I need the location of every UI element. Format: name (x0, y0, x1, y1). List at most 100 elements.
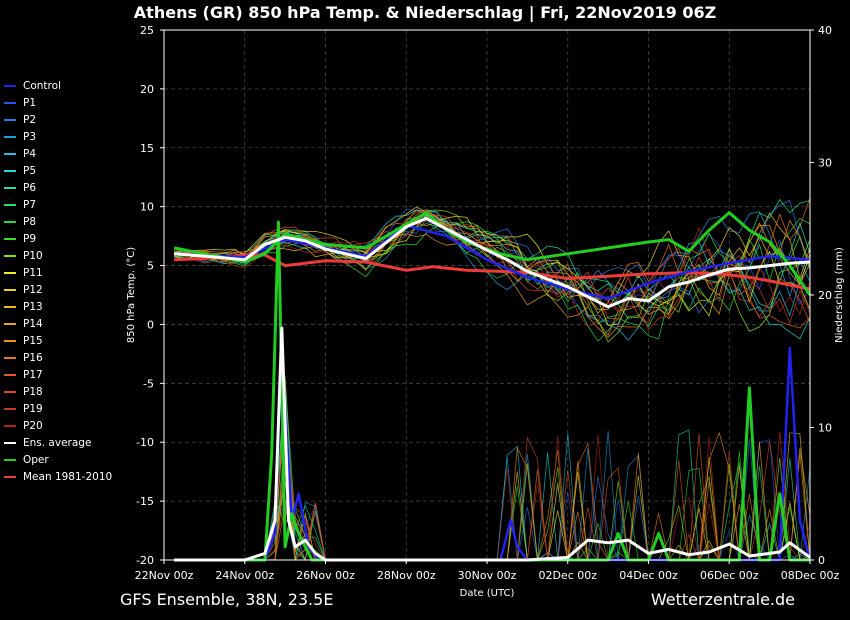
legend-item: Ens. average (4, 434, 112, 451)
legend-item: P13 (4, 298, 112, 315)
y-left-tick-label: -5 (143, 377, 154, 390)
x-tick-label: 22Nov 00z (135, 569, 194, 582)
legend-item: P6 (4, 179, 112, 196)
legend-item: P17 (4, 366, 112, 383)
legend-label: P7 (23, 198, 37, 211)
legend-swatch (4, 203, 16, 206)
legend-swatch (4, 322, 16, 325)
legend-item: P11 (4, 264, 112, 281)
legend-swatch (4, 84, 16, 87)
grid (164, 30, 810, 560)
legend-label: P8 (23, 215, 37, 228)
legend-label: P17 (23, 368, 43, 381)
legend-item: P5 (4, 162, 112, 179)
legend-item: P9 (4, 230, 112, 247)
member-temp-line (173, 218, 811, 341)
legend-label: P11 (23, 266, 43, 279)
series-layer (173, 211, 812, 562)
y-left-tick-label: 25 (140, 24, 154, 37)
legend-item: Control (4, 77, 112, 94)
y-right-tick-label: 30 (818, 157, 832, 170)
legend-label: P3 (23, 130, 37, 143)
legend-swatch (4, 424, 16, 427)
legend-swatch (4, 152, 16, 155)
legend-swatch (4, 475, 16, 478)
member-temp-line (173, 209, 811, 343)
legend-item: P7 (4, 196, 112, 213)
legend-item: P1 (4, 94, 112, 111)
legend-item: P20 (4, 417, 112, 434)
legend-item: P15 (4, 332, 112, 349)
y-left-tick-label: 0 (147, 318, 154, 331)
legend-swatch (4, 169, 16, 172)
y-right-tick-label: 10 (818, 422, 832, 435)
x-axis-label: Date (UTC) (460, 588, 515, 599)
legend-label: Mean 1981-2010 (23, 470, 113, 483)
legend-item: Mean 1981-2010 (4, 468, 112, 485)
legend-swatch (4, 373, 16, 376)
axes: -20 -15 -10 -5 0 5 10 15 20 25 0 10 20 30 40 22Nov 00z 2… (135, 24, 840, 582)
legend-label: P10 (23, 249, 43, 262)
legend: Control P1 P2 P3 P4 P5 P6 P7 P8 P9 P10 P11 P12 P13 P14… (4, 77, 112, 485)
legend-item: P4 (4, 145, 112, 162)
legend-label: P13 (23, 300, 43, 313)
legend-swatch (4, 441, 16, 444)
legend-swatch (4, 407, 16, 410)
legend-label: P12 (23, 283, 43, 296)
legend-label: P9 (23, 232, 37, 245)
legend-label: P6 (23, 181, 37, 194)
y-left-tick-label: -20 (136, 554, 154, 567)
x-tick-label: 06Dec 00z (700, 569, 759, 582)
legend-item: P8 (4, 213, 112, 230)
y-left-tick-label: 10 (140, 201, 154, 214)
legend-item: P12 (4, 281, 112, 298)
legend-item: Oper (4, 451, 112, 468)
legend-swatch (4, 220, 16, 223)
legend-label: P19 (23, 402, 43, 415)
legend-swatch (4, 237, 16, 240)
y-left-tick-label: -15 (136, 495, 154, 508)
y-left-tick-label: 5 (147, 260, 154, 273)
legend-item: P19 (4, 400, 112, 417)
source-credit: Wetterzentrale.de (650, 590, 795, 609)
legend-swatch (4, 458, 16, 461)
legend-swatch (4, 135, 16, 138)
legend-item: P14 (4, 315, 112, 332)
legend-swatch (4, 254, 16, 257)
legend-swatch (4, 271, 16, 274)
legend-label: P14 (23, 317, 43, 330)
legend-item: P3 (4, 128, 112, 145)
legend-swatch (4, 339, 16, 342)
x-tick-label: 08Dec 00z (781, 569, 840, 582)
y-left-tick-label: 15 (140, 142, 154, 155)
x-tick-label: 26Nov 00z (296, 569, 355, 582)
legend-swatch (4, 186, 16, 189)
legend-label: P5 (23, 164, 37, 177)
series-temp-ens-average (173, 216, 811, 309)
y-left-tick-label: -10 (136, 436, 154, 449)
legend-swatch (4, 390, 16, 393)
member-temp-line (174, 217, 811, 342)
legend-label: P16 (23, 351, 43, 364)
series-precip-control (174, 346, 812, 562)
y-right-tick-label: 40 (818, 24, 832, 37)
member-temp-line (174, 212, 811, 323)
legend-label: Control (23, 79, 61, 92)
legend-label: P15 (23, 334, 43, 347)
model-info: GFS Ensemble, 38N, 23.5E (120, 590, 334, 609)
legend-swatch (4, 101, 16, 104)
y-left-tick-label: 20 (140, 83, 154, 96)
legend-label: P18 (23, 385, 43, 398)
legend-item: P10 (4, 247, 112, 264)
y-right-tick-label: 20 (818, 289, 832, 302)
x-tick-label: 28Nov 00z (377, 569, 436, 582)
legend-swatch (4, 288, 16, 291)
y-right-tick-label: 0 (818, 554, 825, 567)
legend-item: P2 (4, 111, 112, 128)
legend-swatch (4, 118, 16, 121)
chart-title: Athens (GR) 850 hPa Temp. & Niederschlag… (133, 3, 717, 22)
y-axis-left-label: 850 hPa Temp. (°C) (126, 247, 137, 343)
legend-label: P1 (23, 96, 37, 109)
legend-item: P16 (4, 349, 112, 366)
